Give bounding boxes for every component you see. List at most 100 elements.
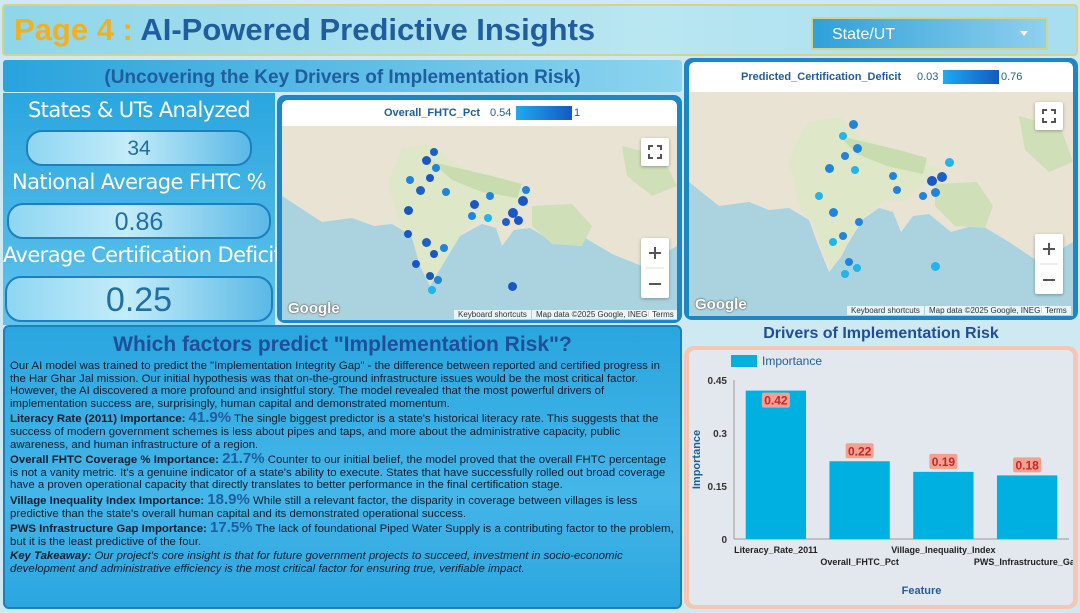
map-fhtc-marker[interactable] — [440, 244, 448, 252]
state-filter-dropdown[interactable]: State/UT — [811, 17, 1048, 50]
x-tick-label: PWS_Infrastructure_Gap — [974, 557, 1073, 567]
map-deficit-legend-min: 0.03 — [917, 71, 939, 83]
map-deficit-marker[interactable] — [849, 120, 858, 129]
y-tick-label: 0.15 — [708, 482, 728, 493]
kpi-label-states: States & UTs Analyzed — [27, 98, 251, 122]
map-deficit-keyboard-shortcuts[interactable]: Keyboard shortcuts — [847, 306, 924, 315]
map-fhtc-marker[interactable] — [432, 164, 440, 172]
kpi-label-deficit: Average Certification Deficit — [3, 243, 282, 267]
map-fhtc-marker[interactable] — [430, 250, 438, 258]
map-deficit-marker[interactable] — [851, 166, 859, 174]
map-deficit-fullscreen-button[interactable] — [1035, 102, 1063, 130]
map-deficit-marker[interactable] — [841, 152, 849, 160]
map-fhtc-marker[interactable] — [426, 174, 434, 182]
map-fhtc[interactable]: Google Keyboard shortcuts Map data ©2025… — [282, 126, 677, 320]
map-deficit-marker[interactable] — [931, 188, 940, 197]
map-fhtc-marker[interactable] — [428, 286, 436, 294]
map-fhtc-marker[interactable] — [468, 212, 476, 220]
map-fhtc-marker[interactable] — [502, 218, 510, 226]
map-fhtc-marker[interactable] — [412, 260, 420, 268]
zoom-in-icon[interactable] — [649, 247, 661, 259]
insight-heading: PWS Infrastructure Gap Importance: — [10, 523, 207, 536]
map-fhtc-marker[interactable] — [442, 188, 450, 196]
page-number: Page 4 : — [14, 12, 133, 47]
map-deficit-marker[interactable] — [829, 208, 838, 217]
map-deficit-legend: Predicted_Certification_Deficit 0.03 0.7… — [689, 62, 1073, 92]
map-deficit-marker[interactable] — [889, 172, 897, 180]
map-fhtc-marker[interactable] — [508, 208, 518, 218]
map-deficit-marker[interactable] — [937, 172, 947, 182]
map-fhtc-marker[interactable] — [514, 216, 523, 225]
insight-percent: 21.7% — [222, 450, 265, 468]
zoom-in-icon[interactable] — [1043, 243, 1055, 255]
map-deficit-marker[interactable] — [829, 238, 837, 246]
data-label-box — [761, 392, 790, 408]
map-fhtc-marker[interactable] — [518, 196, 528, 206]
insight-text: Counter to our initial belief, the model… — [10, 454, 667, 492]
fullscreen-icon — [1042, 109, 1056, 123]
map-fhtc-marker[interactable] — [430, 148, 438, 156]
map-fhtc-keyboard-shortcuts[interactable]: Keyboard shortcuts — [454, 310, 531, 319]
map-fhtc-marker[interactable] — [416, 186, 425, 195]
insight-item: Literacy Rate (2011) Importance: 41.9% T… — [10, 409, 674, 451]
map-fhtc-fullscreen-button[interactable] — [641, 138, 669, 166]
bar — [829, 461, 890, 539]
insight-item: Village Inequality Index Importance: 18.… — [10, 492, 674, 520]
insight-text: The lack of foundational Piped Water Sup… — [10, 523, 674, 548]
x-tick-label: Literacy_Rate_2011 — [734, 545, 818, 555]
y-tick-label: 0.45 — [708, 376, 728, 387]
map-fhtc-marker[interactable] — [508, 282, 517, 291]
map-fhtc-map-data: Map data ©2025 Google, INEGI — [532, 310, 654, 319]
insights-body: Our AI model was trained to predict the … — [10, 360, 674, 578]
map-deficit-marker[interactable] — [855, 218, 863, 226]
bar — [913, 471, 974, 539]
insight-percent: 17.5% — [210, 519, 253, 537]
insights-intro: Our AI model was trained to predict the … — [10, 360, 660, 410]
map-deficit-zoom-svg — [1040, 243, 1058, 281]
map-deficit-marker[interactable] — [853, 144, 862, 153]
map-deficit-marker[interactable] — [825, 164, 834, 173]
insights-panel — [3, 325, 682, 609]
map-deficit-marker[interactable] — [919, 192, 927, 200]
map-deficit-marker[interactable] — [931, 262, 940, 271]
map-deficit-marker[interactable] — [839, 232, 847, 240]
map-fhtc-marker[interactable] — [406, 176, 414, 184]
map-deficit-legend-title: Predicted_Certification_Deficit — [741, 71, 902, 83]
map-fhtc-marker[interactable] — [486, 192, 494, 200]
map-deficit-marker[interactable] — [841, 270, 849, 278]
insight-heading: Village Inequality Index Importance: — [10, 494, 205, 507]
key-takeaway-heading: Key Takeaway: — [10, 550, 92, 563]
map-fhtc-marker[interactable] — [434, 276, 442, 284]
map-deficit-marker[interactable] — [815, 192, 823, 200]
map-deficit-marker[interactable] — [853, 264, 861, 272]
map-fhtc-marker[interactable] — [422, 156, 431, 165]
data-label-box — [845, 443, 874, 459]
map-fhtc-marker[interactable] — [404, 206, 413, 215]
data-label: 0.42 — [764, 394, 788, 408]
map-fhtc-marker[interactable] — [404, 230, 412, 238]
map-deficit-marker[interactable] — [839, 132, 847, 140]
map-fhtc-marker[interactable] — [522, 186, 530, 194]
insight-percent: 41.9% — [188, 409, 232, 427]
fullscreen-icon — [648, 145, 662, 159]
map-deficit-legend-gradient — [943, 70, 999, 84]
map-deficit-svg — [689, 92, 1073, 316]
kpi-value-fhtc: 0.86 — [7, 203, 271, 239]
insights-title: Which factors predict "Implementation Ri… — [113, 333, 572, 356]
kpi-value-deficit: 0.25 — [5, 276, 273, 322]
map-fhtc-marker[interactable] — [426, 272, 434, 280]
map-deficit-marker[interactable] — [893, 186, 901, 194]
map-deficit-terms[interactable]: Terms — [1041, 306, 1071, 315]
map-deficit-marker[interactable] — [945, 158, 954, 167]
map-deficit[interactable]: Google Keyboard shortcuts Map data ©2025… — [689, 92, 1073, 316]
map-fhtc-legend-min: 0.54 — [490, 107, 512, 119]
map-fhtc-terms[interactable]: Terms — [648, 310, 677, 319]
google-logo: Google — [288, 300, 340, 317]
page-subtitle: (Uncovering the Key Drivers of Implement… — [104, 67, 581, 88]
page-title: Page 4 : AI-Powered Predictive Insights — [14, 12, 595, 48]
map-fhtc-marker[interactable] — [470, 200, 479, 209]
map-fhtc-marker[interactable] — [484, 214, 492, 222]
map-deficit-marker[interactable] — [927, 176, 937, 186]
map-deficit-marker[interactable] — [845, 258, 853, 266]
map-fhtc-marker[interactable] — [422, 238, 431, 247]
